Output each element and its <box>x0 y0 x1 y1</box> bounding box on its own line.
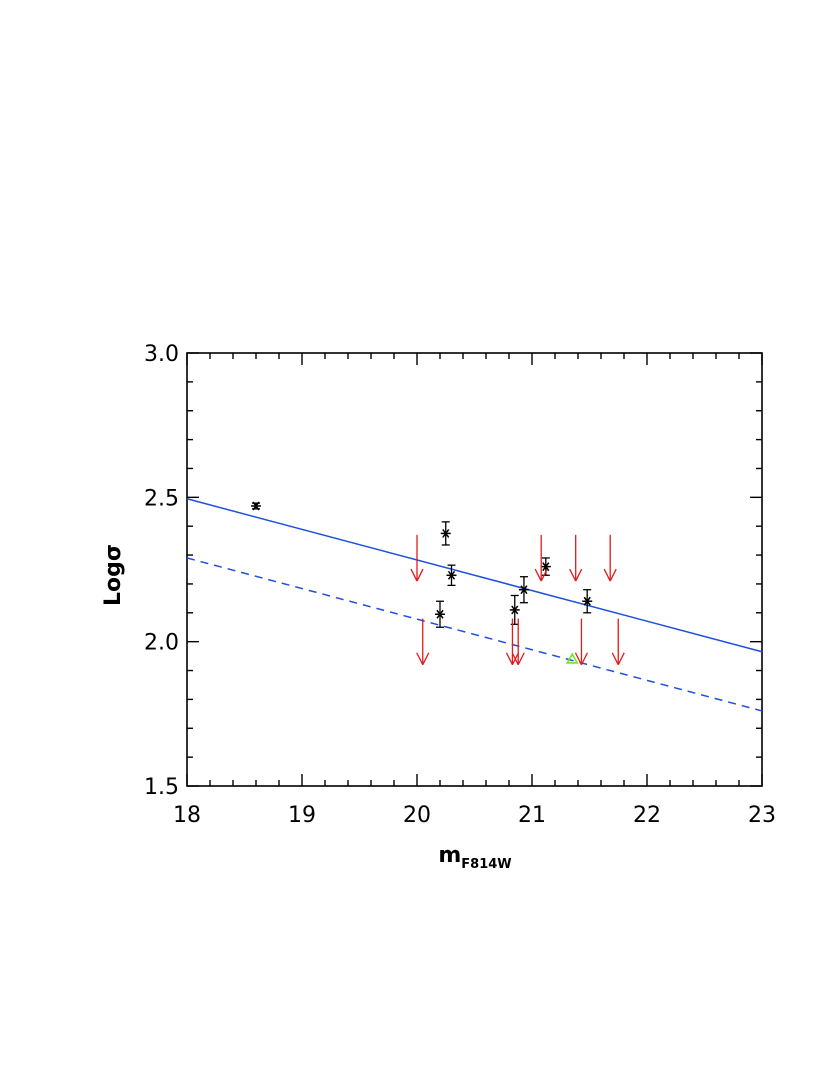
asterisk-stroke <box>583 596 591 606</box>
asterisk-stroke <box>436 609 444 619</box>
asterisk-stroke <box>447 570 456 580</box>
x-tick-label: 21 <box>518 803 546 828</box>
data-points <box>251 501 593 628</box>
upper-limit-arrow <box>534 534 548 582</box>
arrow-head-left <box>511 652 519 666</box>
y-axis-title: Logσ <box>101 544 126 606</box>
upper-limit-arrow <box>505 618 520 666</box>
x-tick-label: 19 <box>288 803 316 828</box>
arrow-head-left <box>505 652 514 666</box>
asterisk-stroke <box>520 585 528 595</box>
asterisk-stroke <box>252 501 260 511</box>
upper-limit-arrow <box>416 618 430 666</box>
arrow-head-right <box>617 652 625 666</box>
arrow-head-left <box>416 652 424 666</box>
fit-lines <box>186 498 763 712</box>
measurement-point <box>518 576 529 604</box>
upper-limit-arrow <box>603 534 617 582</box>
y-tick-label: 1.5 <box>144 775 179 800</box>
measurement-point <box>440 521 451 546</box>
asterisk-stroke <box>442 528 450 538</box>
upper-limit-arrow <box>611 618 625 666</box>
x-tick-label: 18 <box>173 803 201 828</box>
arrow-head-right <box>575 568 583 582</box>
y-tick-label: 2.0 <box>144 631 179 656</box>
upper-limit-arrow <box>410 534 424 582</box>
y-tick-label: 3.0 <box>144 342 179 367</box>
x-axis-title: mF814W <box>438 843 511 872</box>
x-tick-label: 22 <box>633 803 661 828</box>
dashed-fit-line <box>186 557 763 712</box>
arrow-head-right <box>517 652 525 666</box>
triangle-marker <box>565 652 579 664</box>
asterisk-stroke <box>542 562 550 572</box>
asterisk-stroke <box>511 605 519 615</box>
solid-fit-line <box>186 498 763 653</box>
x-tick-labels: 18 19 20 21 22 23 <box>173 803 776 828</box>
measurement-point <box>435 600 445 628</box>
arrow-head-right <box>580 652 589 666</box>
arrow-head-right <box>422 652 430 666</box>
upper-limit-arrows <box>410 534 625 666</box>
measurement-point <box>509 594 520 625</box>
x-axis-title-subscript: F814W <box>461 857 511 872</box>
measurement-point <box>251 501 261 511</box>
y-tick-label: 2.5 <box>144 486 179 511</box>
measurement-point <box>582 589 593 614</box>
arrow-head-left <box>574 652 583 666</box>
arrow-head-left <box>569 568 577 582</box>
upper-limit-arrow <box>574 618 589 666</box>
x-tick-label: 20 <box>403 803 431 828</box>
arrow-head-left <box>611 652 619 666</box>
arrow-head-right <box>540 568 548 582</box>
arrow-head-right <box>416 568 424 582</box>
upper-limit-arrow <box>511 618 525 666</box>
special-point <box>565 652 579 664</box>
measurement-point <box>446 564 457 587</box>
x-axis-title-main: m <box>438 843 461 868</box>
y-tick-labels: 1.5 2.0 2.5 3.0 <box>144 342 179 800</box>
arrow-head-right <box>609 568 617 582</box>
plot-frame <box>186 352 763 787</box>
arrow-head-left <box>410 568 418 582</box>
measurement-point <box>540 557 551 576</box>
arrow-head-left <box>603 568 611 582</box>
x-tick-label: 23 <box>748 803 776 828</box>
upper-limit-arrow <box>569 534 583 582</box>
arrow-head-left <box>534 568 542 582</box>
axis-ticks <box>186 352 763 787</box>
